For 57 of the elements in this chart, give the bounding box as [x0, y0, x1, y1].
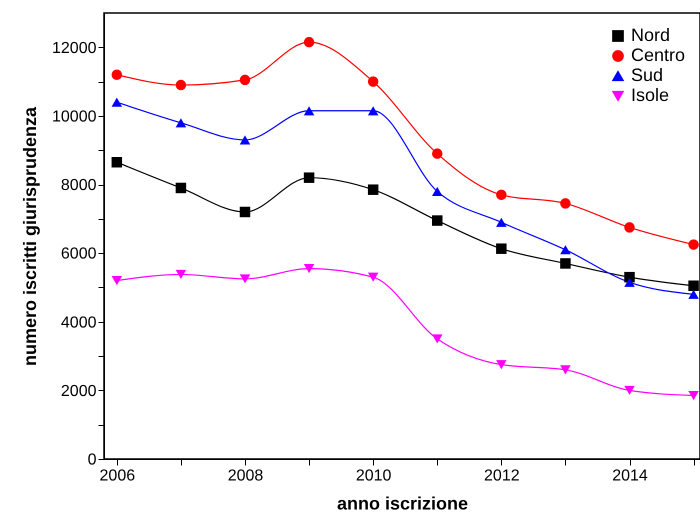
y-tick-label: 10000 — [52, 108, 97, 126]
point — [304, 36, 314, 48]
legend-label: Isole — [631, 85, 670, 105]
point — [176, 80, 186, 90]
point — [112, 156, 122, 168]
point — [240, 74, 250, 86]
point — [496, 190, 507, 200]
point — [112, 98, 122, 107]
point — [496, 360, 507, 370]
x-axis-title: anno iscrizione — [336, 494, 468, 514]
point — [432, 148, 442, 159]
point — [624, 278, 635, 287]
x-tick-label: 2012 — [484, 468, 520, 484]
point — [304, 264, 314, 274]
point — [176, 270, 186, 279]
y-tick-label: 8000 — [60, 177, 97, 194]
y-tick-label: 4000 — [60, 314, 97, 332]
point — [496, 243, 507, 254]
point — [560, 198, 571, 209]
point — [368, 184, 378, 195]
point — [432, 215, 442, 226]
point — [688, 390, 699, 400]
y-axis-title: numero iscritti giurisprudenza — [20, 106, 40, 366]
point — [240, 206, 250, 218]
point — [176, 182, 186, 194]
point — [624, 222, 635, 233]
point — [688, 290, 699, 299]
y-tick-label: 6000 — [60, 246, 97, 263]
point — [560, 258, 571, 269]
point — [560, 245, 571, 254]
point — [688, 239, 699, 250]
point — [368, 272, 378, 282]
point — [688, 280, 699, 291]
point — [112, 70, 122, 80]
point — [432, 334, 442, 344]
point — [560, 365, 571, 374]
point — [240, 274, 250, 284]
point — [496, 218, 507, 227]
x-tick-label: 2010 — [356, 468, 392, 484]
x-tick-label: 2014 — [612, 468, 648, 484]
point — [368, 106, 378, 116]
point — [304, 106, 314, 116]
x-tick-label: 2006 — [100, 468, 136, 484]
point — [112, 276, 122, 286]
y-tick-label: 0 — [88, 452, 97, 468]
y-tick-label: 12000 — [52, 40, 97, 57]
legend-label: Nord — [631, 25, 670, 45]
x-tick-label: 2008 — [228, 468, 264, 484]
point — [176, 118, 186, 128]
point — [240, 135, 250, 144]
legend-label: Centro — [631, 45, 686, 65]
point — [304, 172, 314, 183]
point — [368, 76, 378, 87]
y-tick-label: 2000 — [60, 382, 97, 400]
point — [432, 186, 442, 196]
legend-label: Sud — [631, 65, 664, 85]
point — [624, 386, 635, 395]
